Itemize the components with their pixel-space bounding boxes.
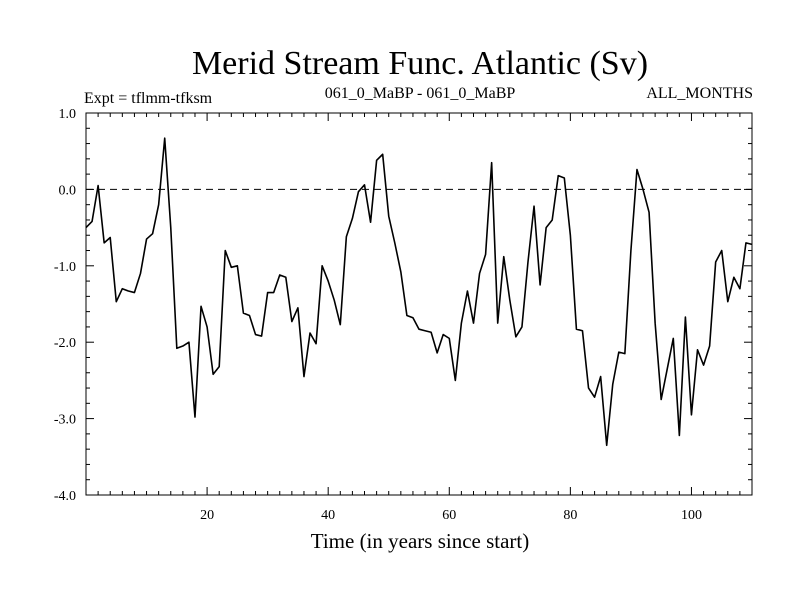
x-tick-label: 80 [563, 508, 577, 523]
chart-subtitle-center: 061_0_MaBP - 061_0_MaBP [325, 85, 516, 102]
axis-ticks: 20 40 60 80 100 1.0 0.0 -1.0 -2.0 -3.0 -4.0 [54, 107, 752, 523]
chart-subtitle-left: Expt = tflmm-tfksm [84, 90, 213, 107]
y-tick-label: 0.0 [59, 183, 77, 198]
y-tick-label: -1.0 [54, 260, 76, 275]
x-tick-label: 100 [681, 508, 702, 523]
y-tick-label: -3.0 [54, 413, 76, 428]
plot-frame [85, 112, 753, 496]
y-tick-label: -2.0 [54, 336, 76, 351]
x-tick-label: 60 [442, 508, 456, 523]
chart-subtitle-right: ALL_MONTHS [646, 85, 753, 102]
x-tick-label: 40 [321, 508, 335, 523]
x-axis-label: Time (in years since start) [311, 529, 530, 553]
y-tick-label: 1.0 [59, 107, 77, 122]
chart-title: Merid Stream Func. Atlantic (Sv) [192, 45, 648, 82]
series-line [85, 137, 753, 447]
x-tick-label: 20 [200, 508, 214, 523]
y-tick-label: -4.0 [54, 489, 76, 504]
